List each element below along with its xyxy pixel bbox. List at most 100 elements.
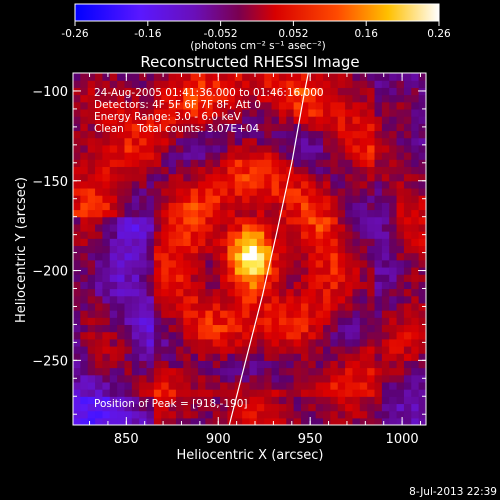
heatmap-cell (139, 331, 148, 340)
heatmap-cell (168, 302, 177, 311)
heatmap-cell (278, 173, 287, 182)
heatmap-cell (161, 80, 170, 88)
heatmap-cell (220, 266, 229, 275)
heatmap-cell (124, 360, 133, 369)
heatmap-cell (227, 116, 236, 124)
heatmap-cell (168, 417, 177, 425)
heatmap-cell (168, 374, 177, 383)
heatmap-cell (389, 417, 398, 425)
heatmap-cell (242, 216, 251, 225)
heatmap-cell (271, 360, 280, 369)
heatmap-cell (205, 73, 214, 81)
heatmap-cell (381, 94, 390, 103)
heatmap-cell (183, 295, 192, 304)
heatmap-cell (271, 281, 280, 290)
heatmap-cell (73, 367, 81, 376)
heatmap-cell (146, 338, 155, 347)
heatmap-cell (102, 123, 111, 132)
heatmap-cell (153, 266, 162, 275)
heatmap-cell (168, 331, 177, 340)
heatmap-cell (234, 159, 243, 167)
heatmap-cell (190, 317, 199, 326)
heatmap-cell (337, 360, 346, 369)
heatmap-cell (234, 374, 243, 383)
heatmap-cell (183, 152, 192, 160)
heatmap-cell (381, 381, 390, 390)
heatmap-cell (175, 152, 184, 160)
heatmap-cell (256, 360, 265, 369)
heatmap-cell (308, 137, 317, 146)
heatmap-cell (175, 144, 184, 153)
heatmap-cell (117, 374, 126, 383)
heatmap-cell (220, 123, 229, 132)
heatmap-cell (234, 353, 243, 361)
heatmap-cell (374, 288, 383, 297)
heatmap-cell (330, 396, 339, 405)
heatmap-cell (87, 101, 96, 110)
heatmap-cell (117, 245, 126, 254)
heatmap-cell (168, 281, 177, 290)
heatmap-cell (264, 367, 273, 376)
heatmap-cell (212, 144, 221, 153)
heatmap-cell (109, 266, 118, 275)
heatmap-cell (381, 80, 390, 88)
heatmap-cell (175, 159, 184, 167)
heatmap-cell (168, 259, 177, 268)
heatmap-cell (367, 310, 376, 318)
heatmap-cell (109, 345, 118, 354)
heatmap-cell (131, 288, 140, 297)
heatmap-cell (418, 245, 426, 254)
heatmap-cell (249, 353, 258, 361)
heatmap-cell (205, 317, 214, 326)
heatmap-cell (403, 338, 412, 347)
heatmap-cell (411, 295, 420, 304)
heatmap-cell (411, 159, 420, 167)
heatmap-cell (411, 338, 420, 347)
heatmap-cell (242, 108, 251, 117)
heatmap-cell (396, 130, 405, 139)
heatmap-cell (352, 259, 361, 268)
heatmap-cell (168, 209, 177, 218)
heatmap-cell (330, 202, 339, 211)
heatmap-cell (403, 353, 412, 361)
heatmap-cell (345, 245, 354, 254)
heatmap-cell (95, 73, 104, 81)
heatmap-cell (396, 288, 405, 297)
heatmap-cell (271, 130, 280, 139)
heatmap-cell (330, 331, 339, 340)
heatmap-cell (359, 353, 368, 361)
heatmap-cell (131, 252, 140, 261)
heatmap-cell (205, 310, 214, 318)
heatmap-cell (418, 80, 426, 88)
heatmap-cell (124, 187, 133, 196)
heatmap-cell (220, 238, 229, 246)
heatmap-cell (220, 360, 229, 369)
heatmap-cell (286, 152, 295, 160)
heatmap-cell (337, 166, 346, 175)
heatmap-cell (293, 317, 302, 326)
heatmap-cell (183, 367, 192, 376)
heatmap-cell (95, 231, 104, 239)
colorbar (74, 3, 440, 22)
heatmap-cell (161, 281, 170, 290)
heatmap-cell (396, 73, 405, 81)
heatmap-cell (198, 173, 206, 182)
heatmap-cell (183, 338, 192, 347)
heatmap-cell (308, 310, 317, 318)
heatmap-cell (389, 302, 398, 311)
heatmap-cell (153, 223, 162, 232)
heatmap-cell (146, 381, 155, 390)
heatmap-cell (153, 317, 162, 326)
heatmap-cell (359, 396, 368, 405)
heatmap-cell (381, 202, 390, 211)
heatmap-cell (381, 360, 390, 369)
heatmap-cell (95, 130, 104, 139)
heatmap-cell (168, 87, 177, 96)
heatmap-cell (256, 259, 265, 268)
heatmap-cell (153, 331, 162, 340)
heatmap-cell (330, 216, 339, 225)
heatmap-cell (175, 73, 184, 81)
heatmap-cell (183, 288, 192, 297)
heatmap-cell (396, 274, 405, 282)
heatmap-cell (124, 209, 133, 218)
